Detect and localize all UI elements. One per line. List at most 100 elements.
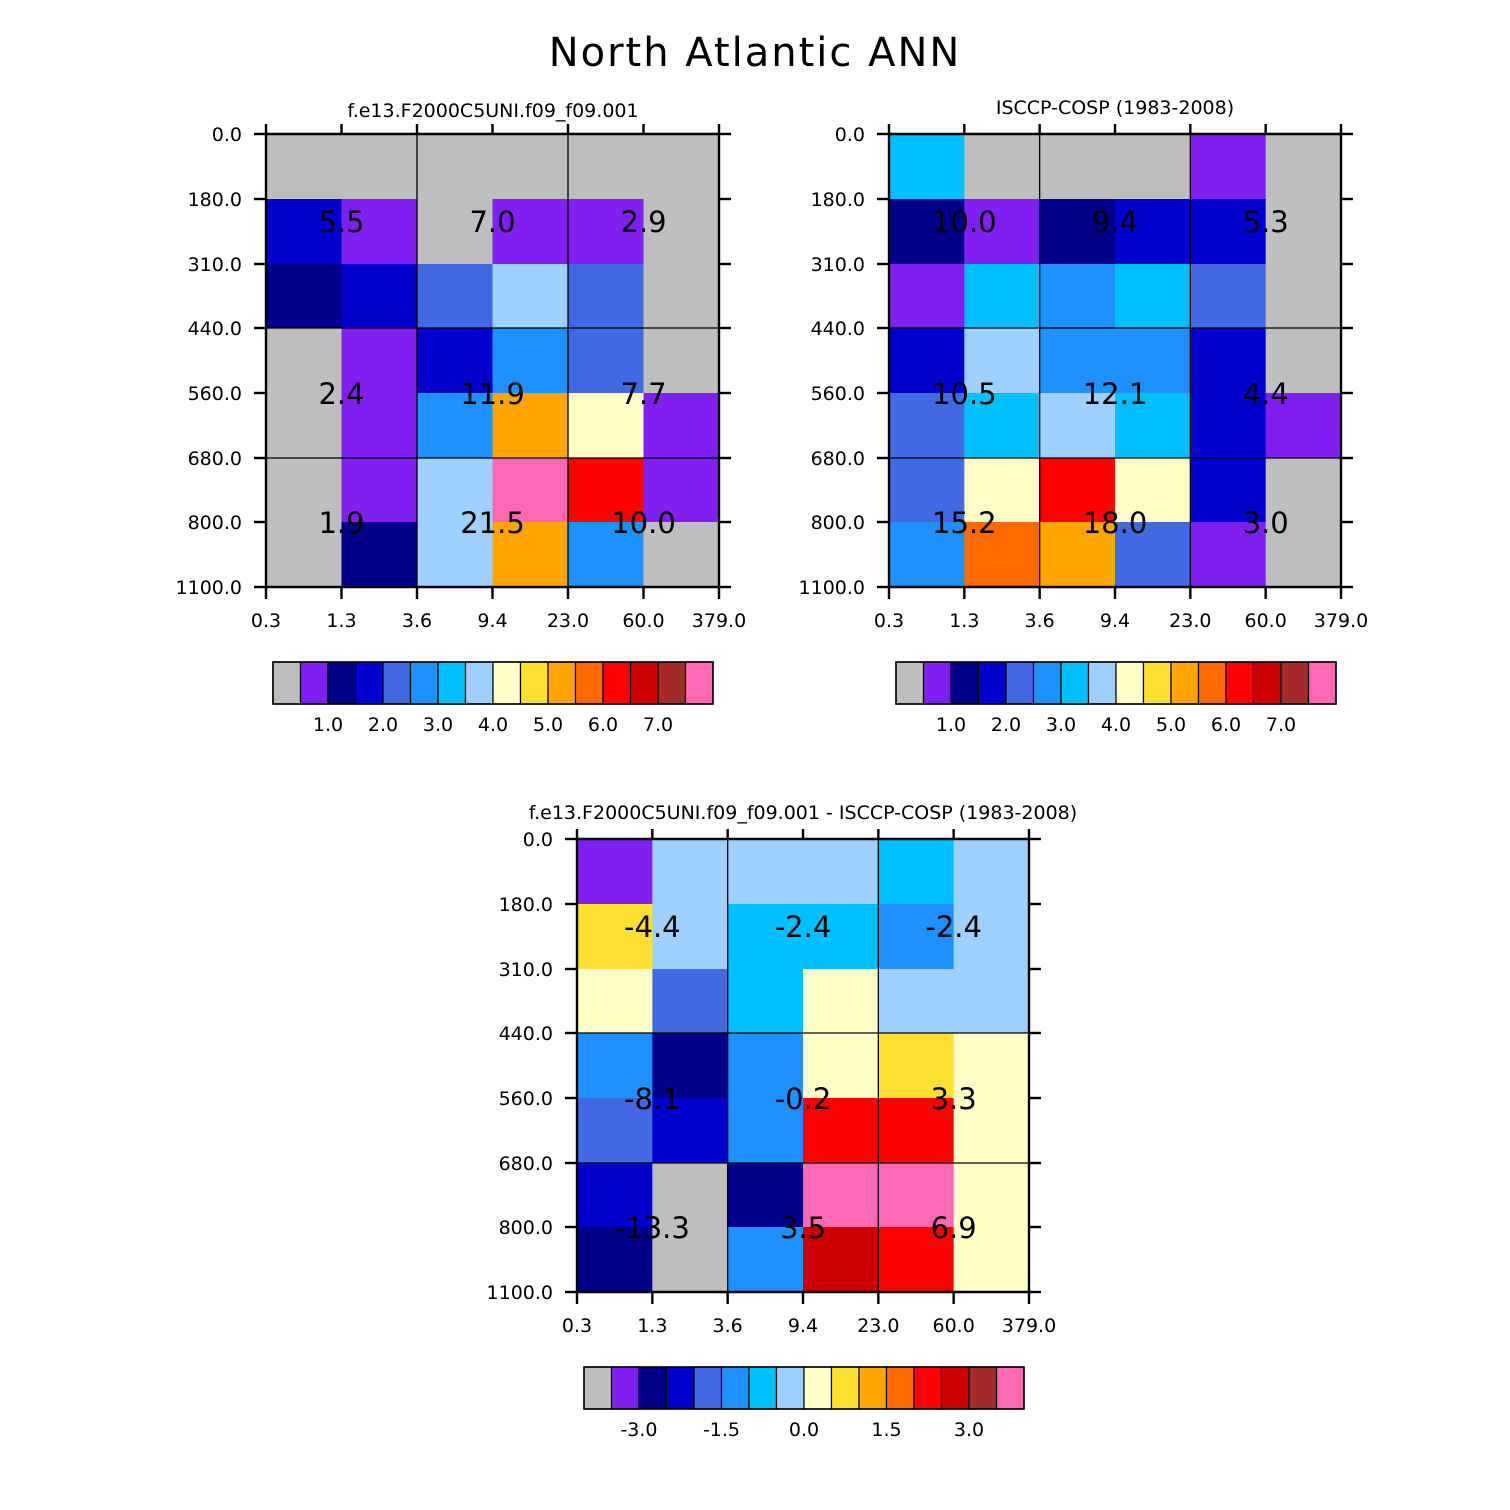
heatmap-cell — [889, 134, 965, 200]
colorbar-swatch — [574, 661, 604, 705]
heatmap-cell — [964, 134, 1041, 200]
colorbar-label: 7.0 — [1266, 714, 1296, 736]
colorbar-swatch — [684, 661, 714, 705]
y-tick-label: 560.0 — [188, 383, 242, 405]
x-tick-label: 379.0 — [692, 610, 746, 632]
heatmap-cell — [417, 522, 494, 588]
cloud-group-value: -2.4 — [925, 910, 982, 944]
heatmap-cell — [727, 1033, 804, 1099]
heatmap-cell — [953, 839, 1030, 905]
heatmap-cell — [341, 199, 418, 265]
x-tick-label: 1.3 — [326, 610, 356, 632]
x-tick-label: 60.0 — [1245, 610, 1287, 632]
colorbar-swatch — [1142, 661, 1172, 705]
heatmap-cell — [803, 1227, 879, 1293]
heatmap-cell — [889, 199, 965, 265]
heatmap-cell — [1115, 522, 1191, 588]
cloud-group-value: 7.7 — [620, 377, 666, 411]
colorbar-swatch — [1087, 661, 1117, 705]
cloud-group-value: -0.2 — [775, 1082, 832, 1116]
cloud-group-value: 3.5 — [780, 1211, 826, 1245]
heatmap-cell — [1115, 264, 1191, 329]
colorbar-label: 6.0 — [1211, 714, 1241, 736]
heatmap-cell — [1265, 522, 1342, 588]
heatmap-cell — [953, 1163, 1030, 1228]
heatmap-cell — [1039, 199, 1116, 265]
x-tick-label: 60.0 — [933, 1315, 975, 1337]
heatmap-cell — [953, 1098, 1030, 1164]
colorbar-label: 3.0 — [1046, 714, 1076, 736]
cloud-group-value: 15.2 — [932, 506, 997, 540]
colorbar-swatch — [382, 661, 412, 705]
heatmap-cell — [266, 199, 343, 265]
y-tick-label: 310.0 — [499, 959, 553, 981]
colorbar-label: 4.0 — [478, 714, 508, 736]
x-tick-label: 3.6 — [1025, 610, 1055, 632]
heatmap-cell — [1265, 458, 1342, 523]
cloud-group-value: 21.5 — [460, 506, 525, 540]
colorbar-swatch — [693, 1366, 723, 1410]
colorbar-swatch — [775, 1366, 805, 1410]
heatmap-cell — [492, 134, 569, 200]
x-tick-label: 60.0 — [622, 610, 664, 632]
heatmap-cell — [727, 839, 804, 905]
heatmap-cell — [803, 1163, 879, 1228]
cloud-group-value: -4.4 — [624, 910, 681, 944]
colorbar-swatch — [437, 661, 467, 705]
heatmap-cell — [492, 522, 569, 588]
heatmap-cell — [492, 328, 569, 394]
heatmap-cell — [652, 839, 729, 905]
x-tick-label: 9.4 — [1100, 610, 1130, 632]
heatmap-cell — [964, 199, 1041, 265]
y-tick-label: 560.0 — [811, 383, 865, 405]
heatmap-cell — [727, 969, 804, 1034]
heatmap-cell — [266, 134, 343, 200]
x-tick-label: 379.0 — [1314, 610, 1368, 632]
y-tick-label: 440.0 — [499, 1023, 553, 1045]
heatmap-cell — [1039, 264, 1116, 329]
x-tick-label: 0.3 — [251, 610, 281, 632]
heatmap-cell — [803, 1033, 879, 1099]
heatmap-cell — [878, 1227, 955, 1293]
y-tick-label: 680.0 — [811, 448, 865, 470]
colorbar-swatch — [1225, 661, 1255, 705]
y-tick-label: 0.0 — [212, 124, 242, 146]
heatmap-cell — [953, 904, 1030, 970]
cloud-group-value: -13.3 — [615, 1211, 690, 1245]
heatmap-cell — [577, 904, 653, 970]
colorbar-swatch — [464, 661, 494, 705]
colorbar-swatch — [1115, 661, 1145, 705]
heatmap-cell — [889, 458, 965, 523]
heatmap-cell — [577, 1227, 653, 1293]
cloud-group-value: 7.0 — [469, 205, 515, 239]
colorbar-label: 6.0 — [588, 714, 618, 736]
heatmap-cell — [803, 839, 879, 905]
colorbar-swatch — [638, 1366, 668, 1410]
y-tick-label: 440.0 — [188, 318, 242, 340]
y-tick-label: 180.0 — [499, 894, 553, 916]
colorbar-label: -3.0 — [620, 1419, 657, 1441]
colorbar-label: 2.0 — [991, 714, 1021, 736]
heatmap-cell — [953, 1033, 1030, 1099]
heatmap-cell — [964, 393, 1041, 459]
colorbar-swatch — [665, 1366, 695, 1410]
heatmap-cell — [643, 522, 720, 588]
heatmap-cell — [341, 458, 418, 523]
heatmap-cell — [568, 393, 645, 459]
heatmap-cell — [878, 969, 955, 1034]
colorbar-swatch — [354, 661, 384, 705]
colorbar-swatch — [1307, 661, 1337, 705]
colorbar-label: 3.0 — [954, 1419, 984, 1441]
heatmap-cell — [577, 1163, 653, 1228]
cloud-group-value: 18.0 — [1083, 506, 1148, 540]
y-tick-label: 1100.0 — [176, 577, 242, 599]
heatmap-cell — [1115, 134, 1191, 200]
heatmap-cell — [878, 904, 955, 970]
colorbar-swatch — [940, 1366, 970, 1410]
heatmap-cell — [1115, 393, 1191, 459]
colorbar-swatch — [519, 661, 549, 705]
heatmap-cell — [878, 1033, 955, 1099]
x-tick-label: 379.0 — [1002, 1315, 1056, 1337]
heatmap-cell — [417, 393, 494, 459]
cloud-group-value: 11.9 — [460, 377, 525, 411]
